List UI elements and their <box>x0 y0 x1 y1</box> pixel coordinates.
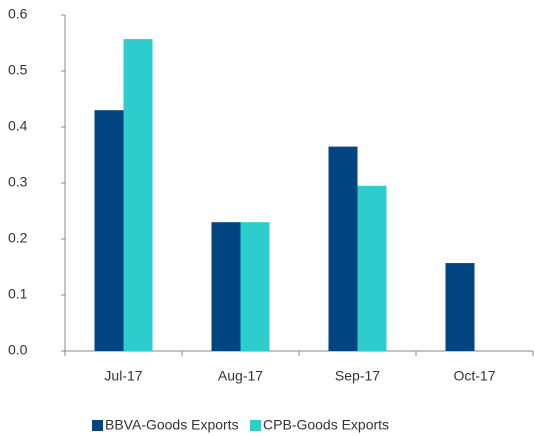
y-tick-label: 0.4 <box>8 118 28 134</box>
bar <box>240 222 270 351</box>
y-tick-label: 0.0 <box>8 342 28 358</box>
legend-label: BBVA-Goods Exports <box>105 417 239 433</box>
legend-swatch <box>92 420 103 431</box>
legend-label: CPB-Goods Exports <box>263 417 389 433</box>
bar <box>445 263 475 351</box>
y-tick-label: 0.3 <box>8 174 28 190</box>
x-tick-label: Jul-17 <box>104 368 142 384</box>
bar <box>94 110 124 351</box>
bar <box>123 39 153 352</box>
bar <box>211 222 241 351</box>
y-tick-label: 0.6 <box>8 6 28 22</box>
y-tick-label: 0.1 <box>8 286 28 302</box>
legend-swatch <box>250 420 261 431</box>
y-tick-label: 0.5 <box>8 62 28 78</box>
x-tick-label: Sep-17 <box>335 368 380 384</box>
x-tick-label: Oct-17 <box>453 368 495 384</box>
x-tick-label: Aug-17 <box>218 368 263 384</box>
bar <box>328 146 358 351</box>
bar <box>357 185 387 351</box>
y-tick-label: 0.2 <box>8 230 28 246</box>
